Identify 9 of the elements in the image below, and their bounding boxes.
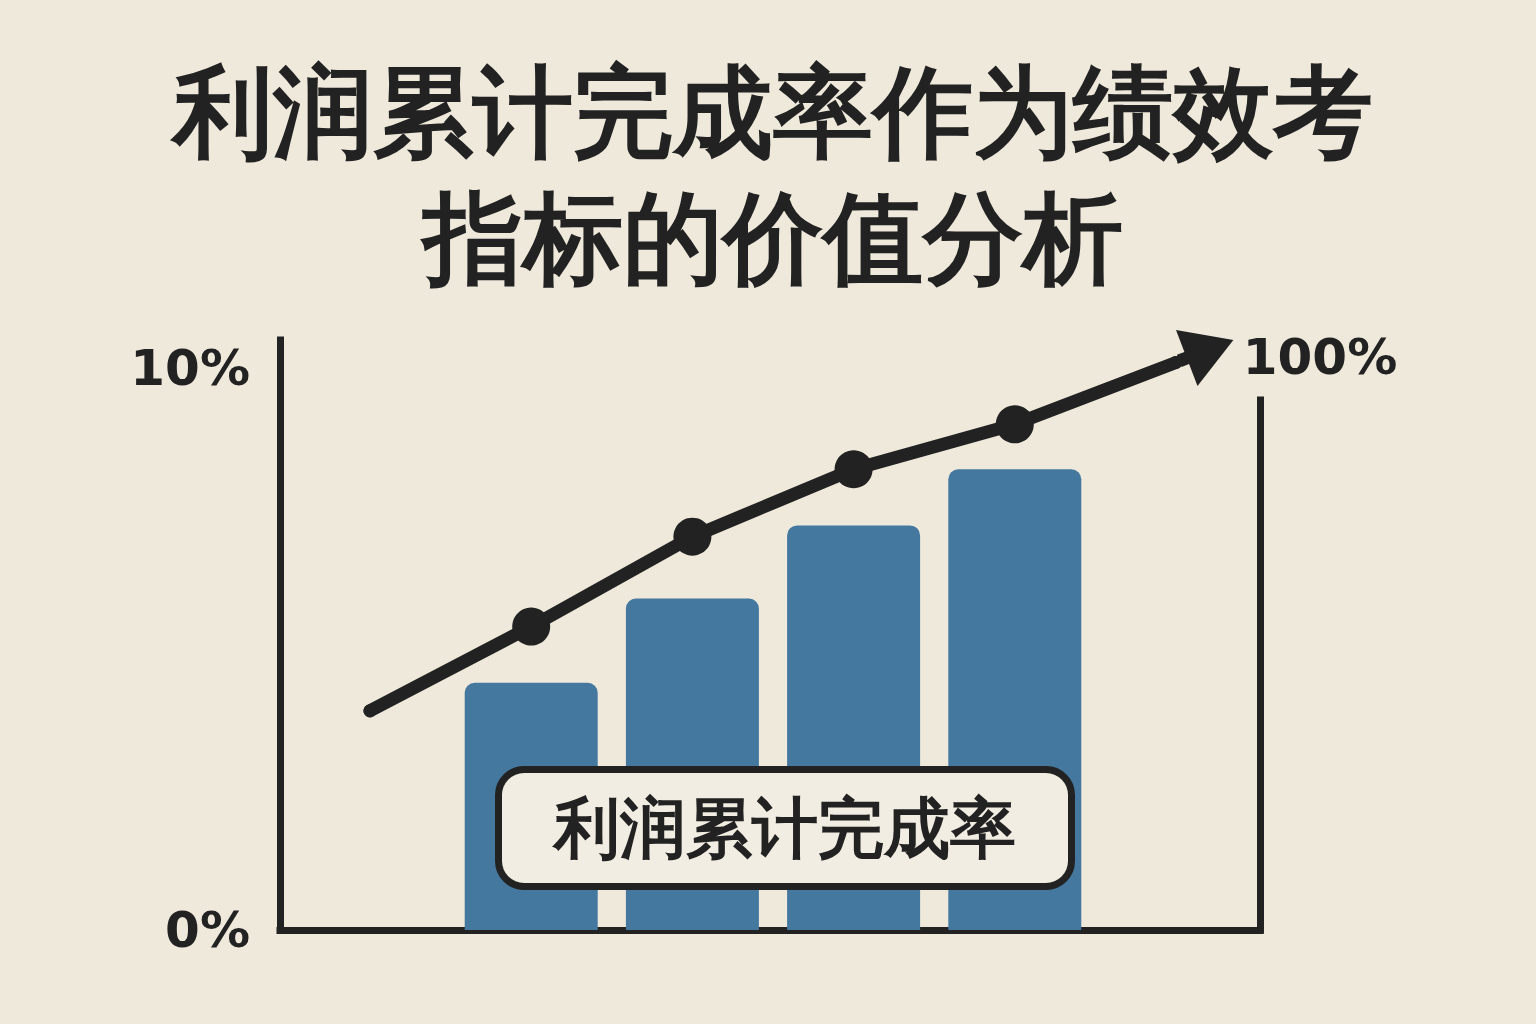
point <box>673 517 712 556</box>
y-tick-label: 10% <box>130 339 250 398</box>
annotation: 利润累计完成率 <box>551 789 1016 867</box>
chart-title: 利润累计完成率作为绩效考指标的价值分析 <box>169 53 1373 297</box>
y-tick-label: 0% <box>165 901 250 959</box>
point <box>995 405 1034 444</box>
point <box>834 450 873 489</box>
annotation: 100% <box>1242 328 1398 386</box>
point <box>512 607 551 646</box>
